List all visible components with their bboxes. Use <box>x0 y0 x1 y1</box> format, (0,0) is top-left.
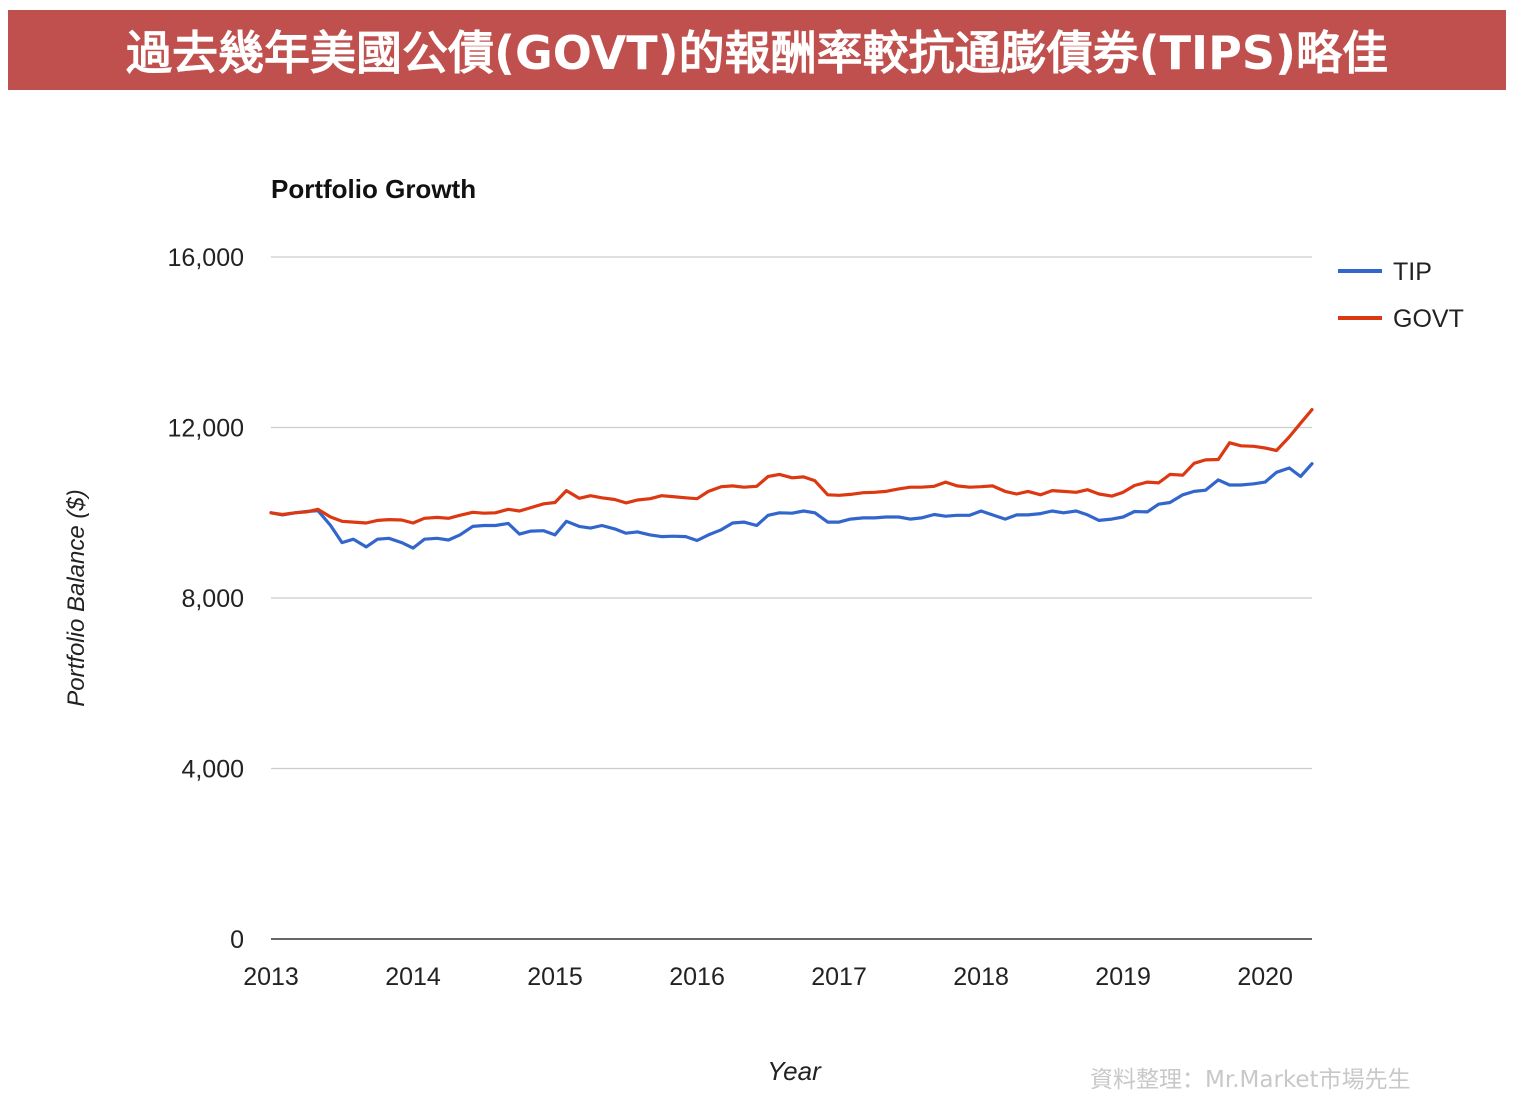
series-line-tip <box>269 462 1314 550</box>
legend-label-tip: TIP <box>1393 258 1432 286</box>
y-tick-label: 12,000 <box>168 415 244 443</box>
banner-title: 過去幾年美國公債(GOVT)的報酬率較抗通膨債券(TIPS)略佳 <box>8 10 1506 90</box>
legend: TIP GOVT <box>1338 258 1464 333</box>
x-axis-label: Year <box>767 1056 822 1086</box>
chart-title: Portfolio Growth <box>271 174 477 204</box>
y-tick-label: 4,000 <box>181 756 244 784</box>
legend-label-govt: GOVT <box>1393 305 1464 333</box>
x-tick-label: 2017 <box>811 963 867 991</box>
series-lines <box>269 408 1314 550</box>
x-tick-label: 2016 <box>669 963 725 991</box>
series-line-govt <box>269 408 1314 525</box>
y-tick-label: 16,000 <box>168 244 244 272</box>
x-tick-label: 2014 <box>385 963 441 991</box>
y-tick-labels: 0 4,000 8,000 12,000 16,000 <box>168 244 244 954</box>
y-tick-label: 0 <box>230 926 244 954</box>
x-tick-labels: 2013 2014 2015 2016 2017 2018 2019 2020 <box>243 963 1293 991</box>
source-watermark: 資料整理：Mr.Market市場先生 <box>1090 1067 1411 1093</box>
x-tick-label: 2018 <box>953 963 1009 991</box>
y-tick-label: 8,000 <box>181 585 244 613</box>
y-axis-label: Portfolio Balance ($) <box>63 489 90 706</box>
x-tick-label: 2019 <box>1095 963 1151 991</box>
x-tick-label: 2020 <box>1237 963 1293 991</box>
x-tick-label: 2015 <box>527 963 583 991</box>
gridlines <box>271 256 1312 940</box>
x-tick-label: 2013 <box>243 963 299 991</box>
